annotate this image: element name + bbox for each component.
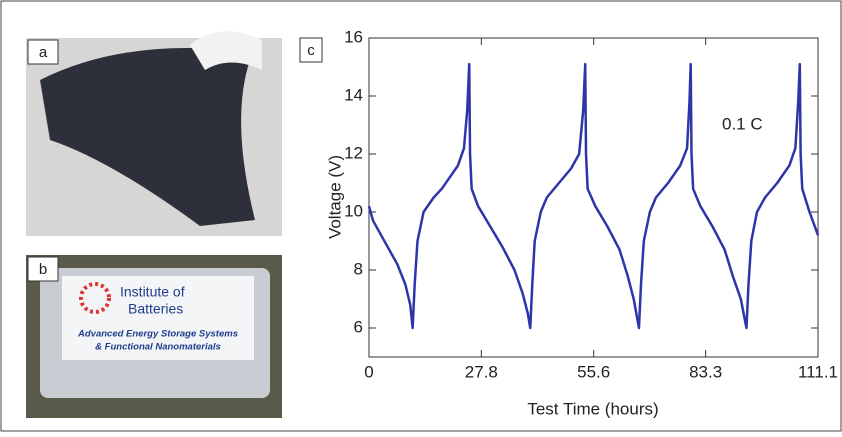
x-tick-label: 27.8 — [465, 362, 498, 381]
panel-label: b — [39, 261, 47, 278]
panel-box — [299, 37, 323, 63]
y-tick-label: 6 — [354, 317, 363, 336]
logo-text: Institute of — [120, 284, 185, 300]
x-tick-label: 55.6 — [577, 362, 610, 381]
y-tick-label: 16 — [344, 27, 363, 46]
y-axis-label: Voltage (V) — [325, 155, 344, 239]
voltage-line — [367, 62, 820, 330]
photo-a: a — [26, 31, 282, 236]
y-tick-label: 10 — [344, 201, 363, 220]
y-tick-label: 8 — [354, 259, 363, 278]
label-text: Advanced Energy Storage Systems — [77, 329, 238, 340]
y-tick-label: 12 — [344, 143, 363, 162]
label-text: & Functional Nanomaterials — [95, 342, 221, 353]
plot-frame — [368, 37, 819, 358]
photo-b: b Institute of Batteries Advanced Energy… — [26, 255, 282, 418]
x-tick-label: 111.1 — [798, 362, 838, 381]
x-tick-label: 83.3 — [689, 362, 722, 381]
logo-text: Batteries — [128, 301, 183, 317]
panel-label: c — [307, 42, 315, 59]
x-tick-label: 0 — [364, 362, 373, 381]
annotation: 0.1 C — [722, 114, 763, 133]
x-axis-label: Test Time (hours) — [527, 399, 658, 418]
y-tick-label: 14 — [344, 85, 363, 104]
panel-label: a — [39, 44, 48, 61]
